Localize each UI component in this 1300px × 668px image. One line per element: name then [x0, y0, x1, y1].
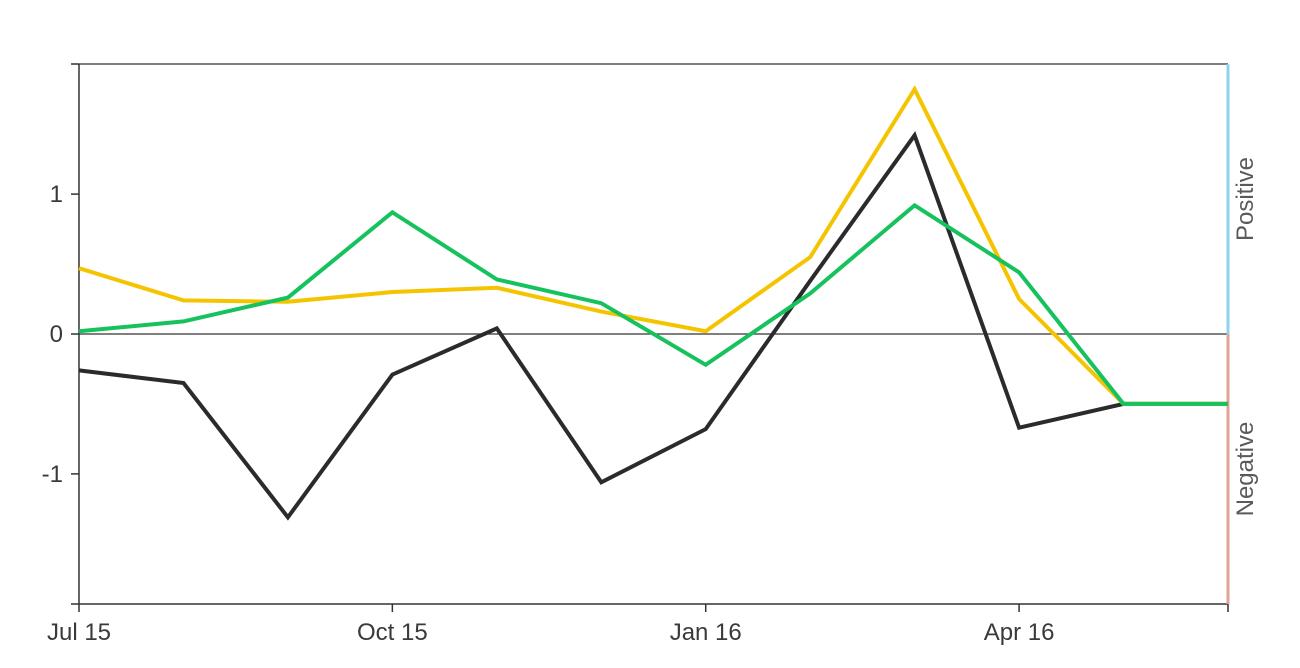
series-line-3 [78, 202, 1228, 406]
sentiment-bands: Positive Negative [1226, 64, 1259, 604]
series-line-2 [78, 85, 1228, 406]
y-tick-label: 1 [50, 181, 63, 208]
x-tick-label: Apr 16 [984, 619, 1055, 646]
x-tick-label: Jul 15 [47, 619, 111, 646]
y-axis: 1 0 -1 [42, 63, 79, 605]
x-axis: Jul 15 Oct 15 Jan 16 Apr 16 [47, 604, 1229, 646]
series-line-1 [78, 131, 1228, 521]
y-tick-label: -1 [42, 461, 63, 488]
negative-band-label: Negative [1232, 422, 1259, 517]
series-lines [78, 85, 1228, 521]
y-tick-label: 0 [50, 321, 63, 348]
x-tick-label: Oct 15 [357, 619, 428, 646]
x-tick-label: Jan 16 [670, 619, 742, 646]
positive-band-label: Positive [1232, 157, 1259, 241]
